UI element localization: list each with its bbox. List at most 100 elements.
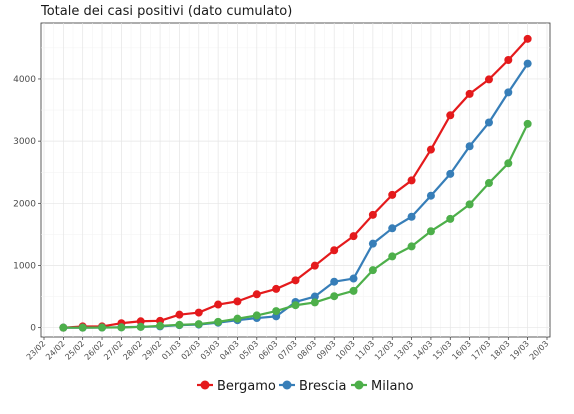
data-point-bergamo bbox=[504, 55, 513, 64]
x-tick-label: 05/03 bbox=[238, 339, 261, 362]
data-point-milano bbox=[407, 242, 416, 251]
y-axis: 0 1000 2000 3000 4000 bbox=[13, 75, 41, 334]
legend-label: Brescia bbox=[299, 379, 346, 394]
legend-marker bbox=[282, 380, 292, 390]
data-point-bergamo bbox=[349, 232, 358, 241]
x-tick-label: 27/02 bbox=[102, 339, 125, 362]
data-point-bergamo bbox=[465, 89, 474, 98]
data-point-brescia bbox=[388, 224, 397, 233]
data-point-milano bbox=[504, 159, 513, 168]
data-point-bergamo bbox=[291, 276, 300, 285]
data-point-brescia bbox=[368, 239, 377, 248]
data-point-milano bbox=[291, 301, 300, 310]
legend-item-milano: Milano bbox=[351, 379, 414, 394]
x-tick-label: 07/03 bbox=[276, 339, 299, 362]
data-point-bergamo bbox=[252, 290, 261, 299]
data-point-brescia bbox=[310, 292, 319, 301]
data-point-milano bbox=[310, 298, 319, 307]
x-tick-label: 25/02 bbox=[63, 339, 86, 362]
x-tick-label: 23/02 bbox=[25, 339, 48, 362]
legend-label: Bergamo bbox=[217, 379, 276, 394]
data-point-milano bbox=[98, 323, 107, 332]
data-point-bergamo bbox=[175, 310, 184, 319]
data-point-bergamo bbox=[523, 34, 532, 43]
data-point-brescia bbox=[349, 274, 358, 283]
data-point-milano bbox=[214, 317, 223, 326]
x-tick-label: 03/03 bbox=[199, 339, 222, 362]
data-point-brescia bbox=[465, 142, 474, 151]
x-tick-label: 17/03 bbox=[470, 339, 493, 362]
data-point-milano bbox=[272, 307, 281, 316]
x-tick-label: 26/02 bbox=[83, 339, 106, 362]
x-tick-label: 24/02 bbox=[44, 339, 67, 362]
x-tick-label: 19/03 bbox=[508, 339, 531, 362]
data-point-brescia bbox=[330, 277, 339, 286]
data-point-bergamo bbox=[330, 246, 339, 255]
data-point-bergamo bbox=[272, 284, 281, 293]
grid-minor bbox=[41, 23, 550, 337]
data-point-milano bbox=[136, 322, 145, 331]
data-point-bergamo bbox=[214, 300, 223, 309]
data-point-bergamo bbox=[426, 145, 435, 154]
data-point-bergamo bbox=[136, 317, 145, 326]
y-tick-label: 3000 bbox=[13, 137, 36, 147]
data-point-milano bbox=[523, 119, 532, 128]
x-tick-label: 01/03 bbox=[160, 339, 183, 362]
data-point-brescia bbox=[426, 191, 435, 200]
data-point-bergamo bbox=[388, 190, 397, 199]
legend-label: Milano bbox=[371, 379, 414, 394]
data-point-milano bbox=[194, 320, 203, 329]
chart-title: Totale dei casi positivi (dato cumulato) bbox=[40, 4, 292, 19]
series-layer bbox=[59, 34, 532, 332]
x-tick-label: 29/02 bbox=[141, 339, 164, 362]
x-tick-label: 06/03 bbox=[257, 339, 280, 362]
x-tick-label: 10/03 bbox=[334, 339, 357, 362]
y-tick-label: 1000 bbox=[13, 261, 36, 271]
y-tick-label: 0 bbox=[30, 324, 36, 334]
x-tick-label: 15/03 bbox=[431, 339, 454, 362]
x-tick-label: 16/03 bbox=[450, 339, 473, 362]
data-point-brescia bbox=[504, 88, 513, 97]
data-point-milano bbox=[59, 323, 68, 332]
data-point-bergamo bbox=[233, 297, 242, 306]
data-point-milano bbox=[233, 314, 242, 323]
legend-item-bergamo: Bergamo bbox=[197, 379, 276, 394]
data-point-milano bbox=[156, 321, 165, 330]
data-point-milano bbox=[426, 227, 435, 236]
y-tick-label: 4000 bbox=[13, 75, 36, 85]
data-point-milano bbox=[175, 320, 184, 329]
x-axis: 23/0224/0225/0226/0227/0228/0229/0201/03… bbox=[25, 337, 551, 362]
data-point-bergamo bbox=[368, 210, 377, 219]
data-point-milano bbox=[78, 323, 87, 332]
data-point-brescia bbox=[446, 169, 455, 178]
data-point-bergamo bbox=[446, 111, 455, 120]
x-tick-label: 08/03 bbox=[296, 339, 319, 362]
data-point-brescia bbox=[407, 212, 416, 221]
data-point-milano bbox=[368, 266, 377, 275]
x-tick-label: 09/03 bbox=[315, 339, 338, 362]
data-point-brescia bbox=[484, 118, 493, 127]
legend: Bergamo Brescia Milano bbox=[197, 379, 414, 394]
legend-marker bbox=[354, 380, 364, 390]
x-tick-label: 04/03 bbox=[218, 339, 241, 362]
data-point-milano bbox=[330, 292, 339, 301]
x-tick-label: 18/03 bbox=[489, 339, 512, 362]
x-tick-label: 20/03 bbox=[528, 339, 551, 362]
x-tick-label: 28/02 bbox=[121, 339, 144, 362]
x-tick-label: 14/03 bbox=[412, 339, 435, 362]
data-point-milano bbox=[349, 286, 358, 295]
legend-marker bbox=[200, 380, 210, 390]
data-point-brescia bbox=[523, 59, 532, 68]
data-point-bergamo bbox=[407, 176, 416, 185]
x-tick-label: 12/03 bbox=[373, 339, 396, 362]
data-point-milano bbox=[446, 214, 455, 223]
x-tick-label: 13/03 bbox=[392, 339, 415, 362]
data-point-milano bbox=[252, 311, 261, 320]
y-tick-label: 2000 bbox=[13, 199, 36, 209]
data-point-milano bbox=[388, 252, 397, 261]
legend-item-brescia: Brescia bbox=[279, 379, 346, 394]
data-point-milano bbox=[465, 200, 474, 209]
x-tick-label: 11/03 bbox=[354, 339, 377, 362]
data-point-bergamo bbox=[310, 261, 319, 270]
